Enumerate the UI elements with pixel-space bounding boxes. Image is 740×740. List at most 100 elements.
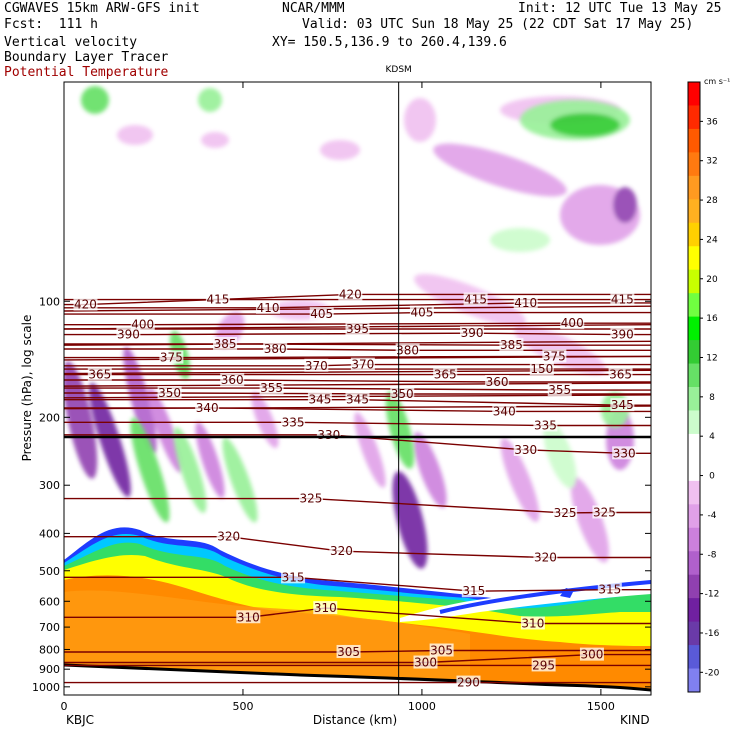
ascent-regions [81, 86, 630, 523]
colorbar-swatch [688, 246, 700, 271]
theta-label: 340 [493, 404, 516, 418]
theta-contour-300 [64, 653, 651, 664]
theta-contour-405 [64, 311, 651, 315]
theta-label: 330 [514, 443, 537, 457]
y-tick-label: 500 [39, 565, 60, 578]
theta-label-bg [409, 305, 434, 319]
theta-label-bg [531, 658, 556, 672]
theta-label: 150 [530, 362, 553, 376]
y-tick-label: 900 [39, 663, 60, 676]
theta-label: 415 [464, 293, 487, 307]
y-tick-label: 800 [39, 643, 60, 656]
colorbar-swatch [688, 387, 700, 411]
theta-label-bg [216, 529, 241, 543]
theta-label-bg [281, 415, 306, 429]
colorbar-unit: cm s⁻¹ [704, 77, 730, 86]
theta-label: 405 [310, 307, 333, 321]
colorbar-tick-label: 0 [709, 472, 715, 482]
theta-label-bg [298, 491, 323, 505]
colorbar-swatch [688, 152, 700, 177]
theta-label-bg [612, 446, 637, 460]
theta-label: 370 [351, 358, 374, 372]
colorbar-tick-label: 32 [706, 157, 717, 167]
theta-label-bg [87, 367, 112, 381]
theta-label: 370 [305, 359, 328, 373]
theta-label: 390 [611, 328, 634, 342]
colorbar-frame [687, 81, 701, 693]
theta-label: 325 [300, 492, 323, 506]
theta-label-bg [592, 505, 617, 519]
theta-label: 380 [396, 343, 419, 357]
y-tick-label: 600 [39, 595, 60, 608]
theta-contour-350 [64, 392, 651, 395]
header-forecast: Fcst: 111 h [4, 17, 98, 32]
theta-label: 360 [486, 375, 509, 389]
header-model: CGWAVES 15km ARW-GFS init [4, 1, 200, 16]
x-tick-label: 0 [61, 700, 68, 713]
colorbar-swatch [688, 551, 700, 576]
theta-contour-fill [64, 340, 651, 346]
colorbar-swatch [688, 480, 700, 505]
colorbar-swatch [688, 621, 700, 646]
colorbar-swatch [688, 457, 700, 482]
theta-contour-335 [64, 421, 651, 427]
colorbar-swatch [688, 598, 700, 623]
header-init: Init: 12 UTC Tue 13 May 25 [518, 1, 722, 16]
kdsm-label: KDSM [386, 65, 412, 75]
theta-label: 320 [217, 530, 240, 544]
header-xy: XY= 150.5,136.9 to 260.4,139.6 [272, 35, 507, 50]
theta-label: 320 [534, 551, 557, 565]
theta-label: 300 [414, 656, 437, 670]
theta-label: 400 [561, 316, 584, 330]
theta-label-bg [610, 398, 635, 412]
theta-label: 415 [206, 293, 229, 307]
header-valid: Valid: 03 UTC Sun 18 May 25 (22 CDT Sat … [302, 17, 694, 32]
theta-label-bg [485, 375, 510, 389]
theta-label-bg [205, 292, 230, 306]
theta-label: 310 [237, 610, 260, 624]
terrain-line [64, 663, 651, 692]
colorbar-tick-label: 4 [709, 432, 715, 442]
theta-label-bg [547, 383, 572, 397]
y-axis-ticks: 100 200 300 400 500 600 700 800 900 1000 [32, 295, 651, 694]
theta-label-bg [461, 584, 486, 598]
colorbar-tick-label: 8 [709, 393, 715, 403]
theta-label: 340 [196, 401, 219, 415]
theta-label: 310 [314, 601, 337, 615]
colorbar-swatch [688, 574, 700, 599]
theta-label-bg [336, 644, 361, 658]
colorbar-swatch [688, 433, 700, 458]
theta-contour-305 [64, 649, 651, 653]
theta-label: 315 [282, 570, 305, 584]
theta-label-bg [263, 342, 288, 356]
theta-label: 365 [88, 368, 111, 382]
theta-label-bg [390, 387, 415, 401]
x-axis-ticks: 0 500 1000 1500 [61, 82, 615, 713]
theta-label: 320 [330, 544, 353, 558]
theta-label-bg [553, 505, 578, 519]
theta-label-bg [350, 357, 375, 371]
colorbar-swatch [688, 105, 700, 130]
x-right-station: KIND [620, 713, 650, 727]
colorbar-tick-label: -4 [708, 511, 717, 521]
field-potential-temperature: Potential Temperature [4, 65, 169, 80]
colorbar-tick-label: -16 [705, 629, 720, 639]
theta-label: 395 [346, 322, 369, 336]
colorbar-tick-label: 24 [706, 235, 718, 245]
colorbar-swatch [688, 293, 700, 318]
theta-label: 330 [317, 428, 340, 442]
theta-label-bg [429, 643, 454, 657]
theta-label-bg [533, 550, 558, 564]
theta-label-bg [533, 418, 558, 432]
theta-contour-360 [64, 379, 651, 383]
theta-label: 355 [548, 383, 571, 397]
x-tick-label: 1500 [587, 700, 615, 713]
colorbar-swatch [688, 668, 700, 693]
colorbar-swatch [688, 527, 700, 552]
theta-label-bg [195, 400, 220, 414]
theta-label: 405 [410, 306, 433, 320]
theta-label-bg [307, 392, 332, 406]
y-tick-label: 100 [39, 295, 60, 308]
y-axis-label: Pressure (hPa), log scale [20, 315, 34, 462]
